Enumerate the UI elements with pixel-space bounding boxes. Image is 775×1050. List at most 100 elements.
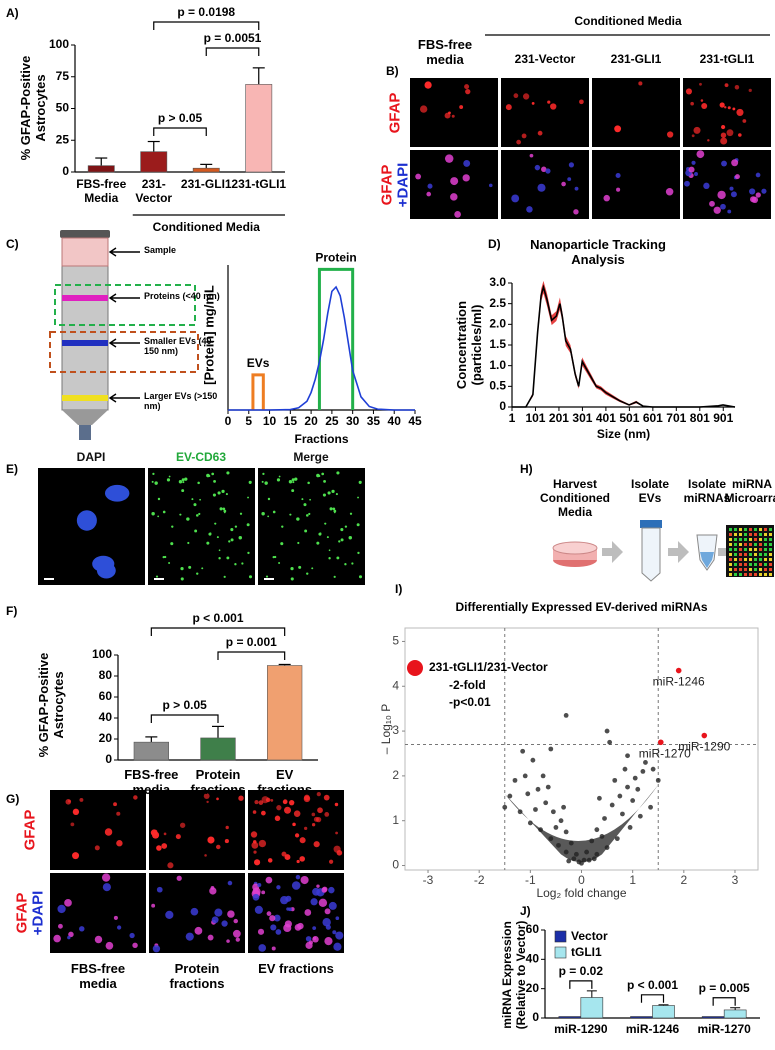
microarray-spot [759, 568, 762, 571]
cell-signal [328, 886, 335, 894]
cell-signal [545, 168, 551, 174]
ev-signal [181, 478, 185, 482]
data-point [635, 786, 641, 792]
column-header: 231-GLI1 [611, 52, 662, 66]
cell-signal [312, 926, 317, 931]
cell-signal [116, 925, 122, 930]
ev-signal [297, 541, 300, 545]
microarray-spot [739, 568, 742, 571]
cell-signal [261, 810, 266, 816]
workflow-step: miRNA Microarray [724, 477, 775, 505]
x-tick-label: 40 [388, 414, 402, 428]
highlight-box [317, 267, 355, 410]
column-label: FBS-free media [70, 961, 126, 991]
data-point [517, 809, 523, 815]
microarray-spot [769, 553, 772, 556]
x-tick-label: 501 [619, 411, 639, 425]
p-value-label: p = 0.005 [699, 981, 750, 995]
ev-signal [196, 572, 199, 575]
microarray-spot [729, 528, 732, 531]
ev-signal [222, 507, 226, 511]
ev-signal [164, 555, 167, 559]
cell-signal [444, 154, 454, 163]
ev-signal [195, 514, 199, 517]
microarray-spot [739, 533, 742, 536]
micrograph [50, 790, 146, 870]
cell-signal [720, 137, 728, 145]
x-axis-label: Fractions [294, 432, 348, 446]
ev-signal [170, 542, 174, 546]
ev-signal [216, 536, 219, 539]
data-point [563, 829, 569, 835]
ev-signal [181, 489, 185, 493]
panel-label: B) [386, 64, 399, 78]
ev-signal [340, 538, 344, 542]
ev-signal [152, 472, 155, 475]
y-axis-label: % GFAP-Positive Astrocytes [18, 55, 48, 161]
cell-signal [615, 172, 621, 179]
cell-signal [79, 926, 85, 932]
y-tick-label: 5 [392, 634, 399, 648]
ev-signal [344, 563, 347, 566]
cell-signal [321, 887, 327, 893]
data-point [591, 856, 597, 862]
point-cloud [504, 784, 659, 863]
cell-signal [190, 907, 199, 916]
cell-signal [311, 812, 316, 817]
cell-signal [291, 881, 301, 890]
data-point [643, 760, 648, 765]
y-tick-label: 40 [526, 952, 540, 966]
cell-signal [179, 822, 186, 828]
ev-signal [226, 471, 230, 475]
cell-signal [511, 194, 520, 203]
data-point [581, 857, 587, 863]
ev-signal [182, 481, 185, 484]
workflow-step: Isolate EVs [630, 477, 669, 505]
tube [641, 527, 661, 582]
scale-bar [154, 578, 164, 580]
cell-signal [513, 93, 519, 99]
x-tick-label: FBS-free Media [76, 177, 127, 205]
ev-signal [214, 522, 217, 525]
data-point [548, 836, 554, 842]
ev-signal [290, 566, 294, 571]
cell-signal [328, 901, 337, 910]
microarray-spot [749, 563, 752, 566]
cell-signal [254, 905, 263, 914]
cell-signal [254, 800, 259, 805]
y-tick-label: 100 [92, 647, 112, 661]
cell-signal [163, 832, 167, 836]
ev-signal [221, 489, 225, 494]
column-label: Larger EVs (>150 nm) [144, 391, 218, 412]
ev-signal [331, 489, 335, 494]
ev-signal [267, 515, 270, 518]
ev-signal [278, 561, 281, 564]
data-point [625, 784, 630, 790]
cell-signal [288, 799, 295, 806]
ev-signal [356, 523, 360, 527]
micrograph [592, 150, 680, 219]
cell-signal [724, 106, 727, 109]
cell-signal [616, 187, 621, 192]
ev-signal [274, 555, 277, 559]
legend-label: 231-tGLI1/231-Vector [429, 660, 548, 674]
ev-signal [289, 513, 292, 516]
cell-signal [529, 153, 534, 158]
cell-signal [324, 812, 330, 817]
cell-signal [727, 106, 731, 110]
ev-signal [248, 480, 252, 484]
y-axis-label: % GFAP-Positive Astrocytes [36, 652, 66, 758]
cell-signal [690, 101, 694, 106]
row-label: GFAP [378, 164, 396, 205]
x-tick-label: miR-1246 [626, 1022, 680, 1036]
ev-signal [228, 540, 231, 543]
column-outlet [79, 425, 91, 440]
ev-signal [246, 523, 250, 527]
microarray-spot [769, 533, 772, 536]
y-tick-label: 80 [99, 668, 113, 682]
cell-signal [104, 828, 113, 836]
p-value-label: p < 0.001 [627, 978, 678, 992]
data-point [632, 775, 638, 781]
microarray-spot [749, 558, 752, 561]
error-band [512, 280, 735, 407]
